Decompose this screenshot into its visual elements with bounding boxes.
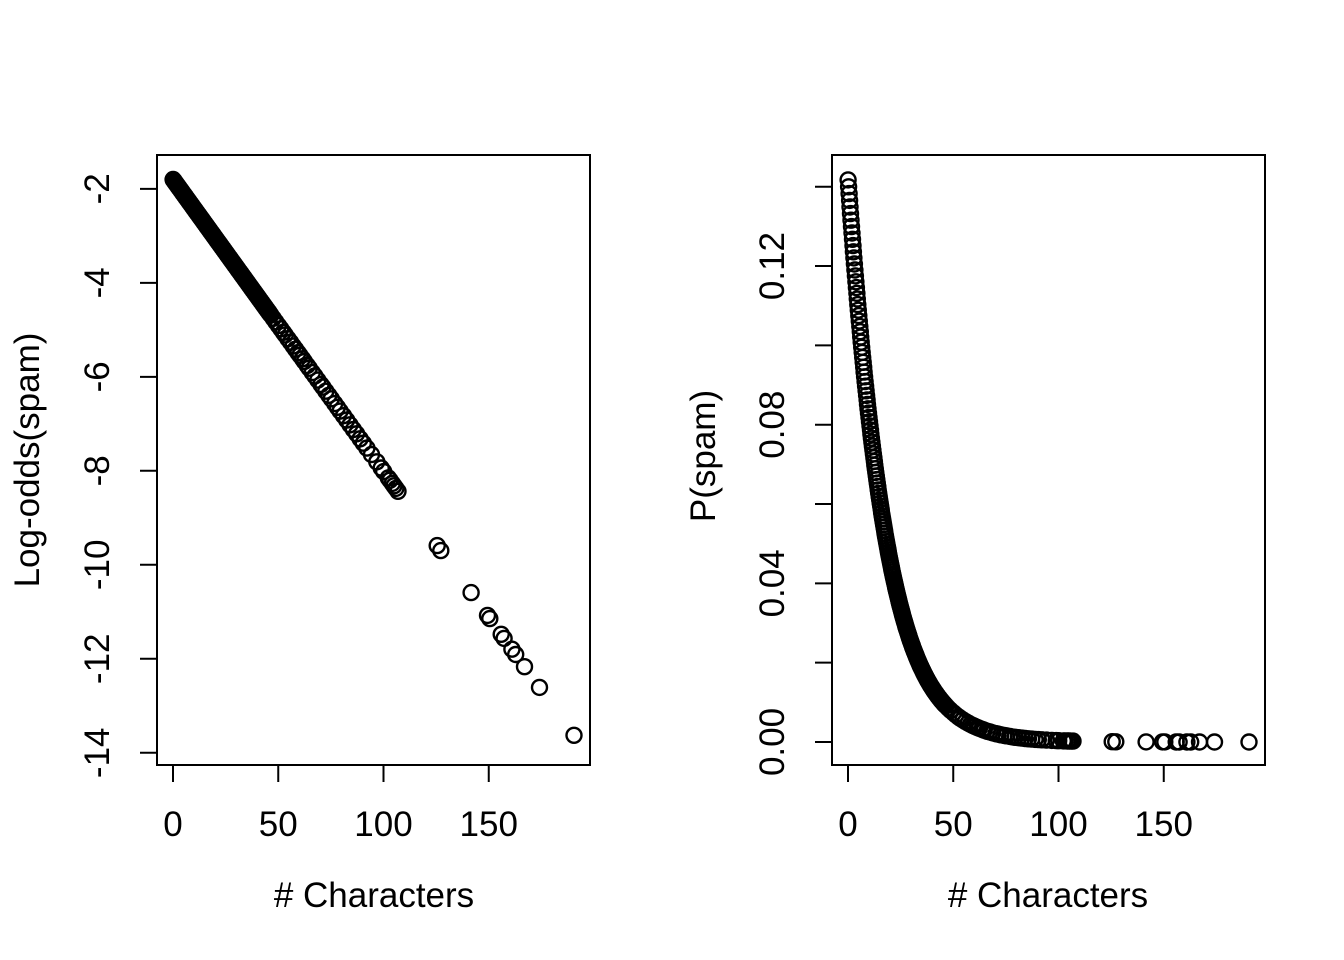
- data-point: [843, 230, 862, 249]
- data-point: [1181, 733, 1200, 751]
- data-point: [1064, 732, 1082, 750]
- data-point: [845, 249, 863, 267]
- y-tick-label: 0.12: [753, 232, 792, 300]
- right-plot-y-axis: 0.00 0.04 0.08 0.12: [753, 185, 832, 776]
- data-point: [1107, 733, 1125, 751]
- data-point: [849, 301, 867, 319]
- y-tick-label: -4: [78, 267, 117, 298]
- x-tick-label: 0: [163, 805, 182, 844]
- data-point: [515, 658, 534, 676]
- y-tick-label: 0.00: [753, 708, 792, 776]
- data-point: [1137, 733, 1155, 751]
- right-plot-x-axis-title: # Characters: [947, 876, 1149, 915]
- data-point: [565, 726, 583, 744]
- data-point: [1037, 731, 1056, 749]
- right-plot-y-axis-title: P(spam): [684, 389, 723, 523]
- data-point: [428, 536, 446, 555]
- data-point: [847, 278, 866, 297]
- y-tick-label: 0.04: [753, 549, 792, 617]
- x-tick-label: 50: [259, 805, 298, 844]
- y-tick-label: -2: [78, 173, 117, 204]
- x-tick-label: 100: [1029, 805, 1087, 844]
- x-tick-label: 0: [838, 805, 857, 844]
- data-point: [507, 645, 525, 664]
- data-point: [481, 609, 499, 628]
- data-point: [492, 625, 510, 643]
- data-point: [844, 236, 862, 255]
- data-point: [846, 261, 864, 279]
- data-point: [849, 295, 867, 314]
- data-point: [495, 629, 513, 648]
- data-point: [839, 171, 857, 189]
- right-plot: 0 50 100 150 0.00 0.04 0.08 0.12: [753, 154, 1266, 844]
- data-point: [1205, 733, 1224, 751]
- left-plot-x-axis-title: # Characters: [273, 876, 475, 915]
- data-point: [354, 434, 372, 452]
- y-tick-label: -8: [78, 455, 117, 486]
- left-plot-y-axis: -14 -12 -10 -8 -6 -4 -2: [78, 173, 157, 778]
- x-tick-label: 50: [934, 805, 973, 844]
- data-point: [389, 482, 407, 500]
- data-point: [840, 191, 859, 210]
- left-plot-points: [164, 170, 583, 744]
- data-point: [847, 273, 865, 291]
- data-point: [848, 284, 866, 302]
- data-point: [839, 178, 858, 196]
- data-point: [850, 306, 868, 325]
- data-point: [1240, 733, 1258, 751]
- y-tick-label: -14: [78, 727, 117, 778]
- data-point: [844, 243, 863, 261]
- x-tick-label: 150: [460, 805, 518, 844]
- left-plot-box: [156, 154, 591, 766]
- data-point: [841, 198, 859, 216]
- x-tick-label: 150: [1135, 805, 1193, 844]
- data-point: [841, 204, 860, 223]
- right-plot-points: [839, 171, 1258, 751]
- data-point: [1170, 733, 1188, 751]
- x-tick-label: 100: [354, 805, 412, 844]
- y-tick-label: 0.08: [753, 391, 792, 459]
- right-plot-box: [831, 154, 1266, 766]
- data-point: [843, 224, 861, 242]
- data-point: [848, 290, 866, 308]
- data-point: [845, 255, 864, 273]
- left-plot-y-axis-title: Log-odds(spam): [8, 332, 47, 588]
- y-tick-label: -10: [78, 540, 117, 591]
- data-point: [478, 606, 497, 625]
- data-point: [530, 678, 549, 697]
- right-plot-x-axis: 0 50 100 150: [838, 765, 1193, 844]
- data-point: [462, 583, 480, 602]
- left-plot: 0 50 100 150 -14 -12 -10 -8 -6 -4 -2: [78, 154, 591, 844]
- data-point: [842, 211, 860, 229]
- y-tick-label: -6: [78, 361, 117, 392]
- y-tick-label: -12: [78, 633, 117, 684]
- data-point: [387, 479, 405, 498]
- left-plot-x-axis: 0 50 100 150: [163, 765, 518, 844]
- data-point: [842, 217, 861, 236]
- data-point: [432, 541, 450, 560]
- data-point: [846, 267, 865, 285]
- data-point: [840, 184, 858, 203]
